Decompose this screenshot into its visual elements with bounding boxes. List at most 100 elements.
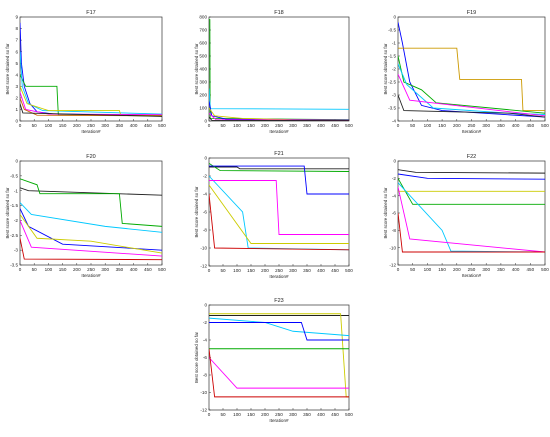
x-tick-label: 150 bbox=[438, 267, 446, 272]
series-line-5 bbox=[20, 214, 162, 254]
y-tick-label: 8 bbox=[15, 26, 18, 31]
y-tick-label: -0.5 bbox=[388, 28, 396, 33]
y-tick-label: -2 bbox=[392, 176, 397, 181]
x-tick-label: 100 bbox=[233, 412, 241, 417]
y-tick-label: 7 bbox=[15, 38, 18, 43]
panel-title: F22 bbox=[467, 154, 476, 160]
y-tick-label: -3 bbox=[14, 248, 19, 253]
x-tick-label: 200 bbox=[73, 267, 81, 272]
y-tick-label: 0 bbox=[204, 156, 207, 161]
x-axis-label: Iteration# bbox=[462, 129, 482, 134]
x-tick-label: 300 bbox=[289, 268, 297, 273]
panel-title: F20 bbox=[86, 154, 95, 160]
panel-title: F21 bbox=[274, 151, 283, 157]
y-tick-label: -2.5 bbox=[10, 233, 18, 238]
y-tick-label: -8 bbox=[203, 228, 208, 233]
y-tick-label: 2 bbox=[15, 95, 18, 100]
series-line-6 bbox=[209, 180, 349, 235]
y-tick-label: -0.5 bbox=[10, 173, 18, 178]
y-tick-label: -6 bbox=[203, 355, 208, 360]
y-tick-label: -4 bbox=[203, 192, 208, 197]
y-tick-label: 600 bbox=[199, 41, 207, 46]
y-tick-label: -4 bbox=[392, 119, 397, 124]
y-tick-label: -1.5 bbox=[10, 203, 18, 208]
x-tick-label: 0 bbox=[208, 123, 211, 128]
y-tick-label: -3 bbox=[392, 93, 397, 98]
y-tick-label: -12 bbox=[200, 408, 207, 413]
x-tick-label: 500 bbox=[158, 267, 166, 272]
series-line-2 bbox=[398, 47, 545, 112]
x-tick-label: 0 bbox=[208, 268, 211, 273]
x-axis-label: Iteration# bbox=[269, 129, 289, 134]
x-tick-label: 100 bbox=[45, 267, 53, 272]
y-tick-label: 0 bbox=[15, 159, 18, 164]
x-tick-label: 350 bbox=[303, 123, 311, 128]
x-tick-label: 50 bbox=[32, 123, 38, 128]
y-tick-label: 0 bbox=[393, 159, 396, 164]
plot-area bbox=[208, 16, 350, 122]
x-axis-label: Iteration# bbox=[462, 273, 482, 278]
y-tick-label: 500 bbox=[199, 54, 207, 59]
x-tick-label: 50 bbox=[220, 123, 226, 128]
y-tick-label: 6 bbox=[15, 49, 18, 54]
y-axis-label: Best score obtained so far bbox=[194, 43, 199, 95]
x-tick-label: 0 bbox=[208, 412, 211, 417]
y-tick-label: -2 bbox=[392, 67, 397, 72]
x-tick-label: 300 bbox=[482, 267, 490, 272]
x-tick-label: 0 bbox=[397, 267, 400, 272]
x-tick-label: 200 bbox=[261, 123, 269, 128]
y-tick-label: -1 bbox=[14, 188, 19, 193]
y-tick-label: 9 bbox=[15, 15, 18, 20]
y-tick-label: -6 bbox=[392, 211, 397, 216]
y-tick-label: 0 bbox=[15, 119, 18, 124]
plot-area bbox=[397, 160, 546, 266]
x-tick-label: 150 bbox=[247, 123, 255, 128]
x-tick-label: 500 bbox=[541, 267, 549, 272]
y-tick-label: 400 bbox=[199, 67, 207, 72]
x-tick-label: 350 bbox=[116, 123, 124, 128]
x-tick-label: 350 bbox=[116, 267, 124, 272]
x-tick-label: 450 bbox=[331, 268, 339, 273]
series-line-2 bbox=[398, 173, 545, 180]
x-tick-label: 250 bbox=[275, 123, 283, 128]
y-tick-label: -12 bbox=[389, 263, 396, 268]
y-axis-label: Best score obtained so far bbox=[383, 43, 388, 95]
x-tick-label: 50 bbox=[220, 412, 226, 417]
series-line-7 bbox=[398, 212, 545, 253]
x-tick-label: 250 bbox=[468, 123, 476, 128]
x-tick-label: 150 bbox=[59, 123, 67, 128]
series-line-3 bbox=[209, 165, 349, 195]
y-tick-label: 0 bbox=[204, 119, 207, 124]
series-line-3 bbox=[398, 178, 545, 205]
y-tick-label: 800 bbox=[199, 15, 207, 20]
series-line-6 bbox=[20, 220, 162, 257]
panel-title: F18 bbox=[274, 10, 283, 16]
panel-title: F23 bbox=[274, 298, 283, 304]
x-tick-label: 400 bbox=[317, 268, 325, 273]
x-tick-label: 200 bbox=[453, 123, 461, 128]
x-tick-label: 200 bbox=[73, 123, 81, 128]
y-tick-label: 0 bbox=[204, 303, 207, 308]
y-tick-label: -3.5 bbox=[10, 263, 18, 268]
x-tick-label: 500 bbox=[345, 412, 353, 417]
x-tick-label: 50 bbox=[410, 123, 416, 128]
series-line-7 bbox=[20, 103, 162, 117]
y-tick-label: 700 bbox=[199, 28, 207, 33]
series-line-5 bbox=[20, 91, 162, 116]
x-tick-label: 400 bbox=[130, 123, 138, 128]
x-tick-label: 350 bbox=[303, 412, 311, 417]
y-tick-label: -4 bbox=[392, 193, 397, 198]
x-tick-label: 150 bbox=[438, 123, 446, 128]
x-tick-label: 0 bbox=[397, 123, 400, 128]
x-axis-label: Iteration# bbox=[269, 418, 289, 423]
x-axis-label: Iteration# bbox=[81, 273, 101, 278]
panel-title: F17 bbox=[86, 10, 95, 16]
y-tick-label: 4 bbox=[15, 72, 18, 77]
x-tick-label: 200 bbox=[261, 268, 269, 273]
y-axis-label: Best score obtained so far bbox=[5, 187, 10, 239]
series-line-6 bbox=[209, 116, 349, 121]
y-tick-label: -4 bbox=[203, 338, 208, 343]
y-tick-label: 100 bbox=[199, 106, 207, 111]
y-tick-label: -8 bbox=[203, 373, 208, 378]
y-tick-label: 3 bbox=[15, 84, 18, 89]
